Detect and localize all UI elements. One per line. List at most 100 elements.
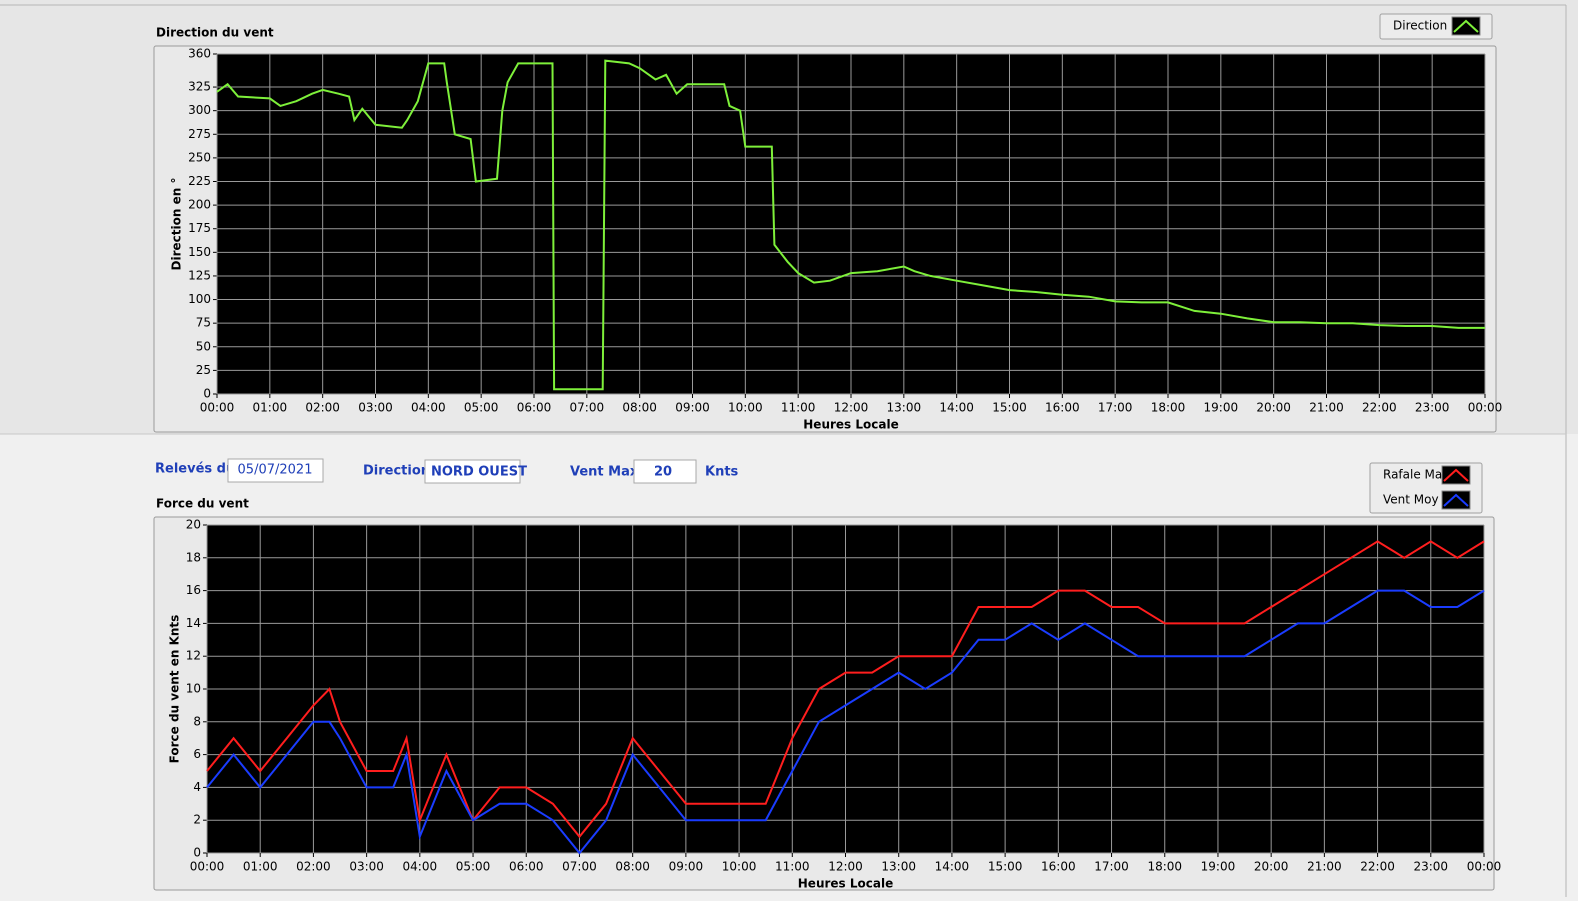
x-tick-label: 07:00 — [570, 401, 605, 415]
y-tick-label: 10 — [186, 682, 201, 696]
x-tick-label: 18:00 — [1147, 860, 1182, 874]
x-tick-label: 03:00 — [358, 401, 393, 415]
legend-label: Direction — [1393, 19, 1447, 33]
x-tick-label: 20:00 — [1254, 860, 1289, 874]
data-line — [216, 59, 1485, 391]
x-tick-label: 00:00 — [200, 401, 235, 415]
date-field[interactable] — [227, 458, 324, 483]
x-tick-label: 21:00 — [1307, 860, 1342, 874]
x-tick-label: 02:00 — [296, 860, 331, 874]
x-tick-label: 09:00 — [669, 860, 704, 874]
y-tick-label: 16 — [186, 583, 201, 597]
legend-swatch — [1451, 16, 1481, 36]
vent-max-field[interactable] — [633, 459, 697, 484]
y-tick-label: 18 — [186, 550, 201, 564]
x-tick-label: 12:00 — [834, 401, 869, 415]
x-tick-label: 02:00 — [305, 401, 340, 415]
y-tick-label: 225 — [188, 174, 211, 188]
y-tick-label: 50 — [196, 339, 211, 353]
direction-field[interactable] — [424, 459, 521, 484]
x-tick-label: 00:00 — [1468, 401, 1503, 415]
legend-swatch — [1441, 490, 1471, 510]
y-tick-label: 20 — [186, 518, 201, 532]
x-tick-label: 22:00 — [1360, 860, 1395, 874]
x-tick-label: 23:00 — [1415, 401, 1450, 415]
x-axis-label: Heures Locale — [798, 877, 893, 891]
vent-max-unit: Knts — [705, 465, 739, 480]
x-tick-label: 00:00 — [1467, 860, 1502, 874]
x-tick-label: 05:00 — [456, 860, 491, 874]
legend-swatch — [1441, 465, 1471, 485]
chart-title: Direction du vent — [156, 26, 274, 40]
x-tick-label: 16:00 — [1041, 860, 1076, 874]
y-tick-label: 2 — [193, 813, 201, 827]
x-tick-label: 04:00 — [403, 860, 438, 874]
y-tick-label: 4 — [193, 780, 201, 794]
x-tick-label: 05:00 — [464, 401, 499, 415]
date-value: 05/07/2021 — [238, 463, 313, 478]
x-tick-label: 07:00 — [562, 860, 597, 874]
x-tick-label: 23:00 — [1413, 860, 1448, 874]
x-tick-label: 22:00 — [1362, 401, 1397, 415]
data-line — [206, 540, 1485, 839]
x-tick-label: 06:00 — [517, 401, 552, 415]
x-tick-label: 00:00 — [190, 860, 225, 874]
y-tick-label: 14 — [186, 616, 201, 630]
y-tick-label: 325 — [188, 80, 211, 94]
y-tick-label: 0 — [193, 846, 201, 860]
legend-line — [1453, 19, 1479, 33]
y-tick-label: 75 — [196, 316, 211, 330]
legend-label: Rafale Max — [1383, 468, 1449, 482]
direction-label: Direction — [363, 464, 430, 479]
date-label: Relevés du — [155, 462, 235, 477]
y-tick-label: 8 — [193, 714, 201, 728]
legend-line — [1443, 493, 1469, 507]
x-tick-label: 06:00 — [509, 860, 544, 874]
y-tick-label: 300 — [188, 103, 211, 117]
direction-value: NORD OUEST — [431, 465, 527, 480]
y-tick-label: 150 — [188, 245, 211, 259]
x-tick-label: 15:00 — [992, 401, 1027, 415]
legend-line — [1443, 468, 1469, 482]
chart-title: Force du vent — [156, 497, 249, 511]
y-tick-label: 175 — [188, 221, 211, 235]
y-tick-label: 360 — [188, 47, 211, 61]
x-tick-label: 16:00 — [1045, 401, 1080, 415]
x-axis-label: Heures Locale — [803, 418, 898, 432]
vent-max-label: Vent Max — [570, 465, 639, 480]
x-tick-label: 08:00 — [615, 860, 650, 874]
x-tick-label: 04:00 — [411, 401, 446, 415]
y-tick-label: 200 — [188, 198, 211, 212]
x-tick-label: 03:00 — [349, 860, 384, 874]
y-axis-label: Direction en ° — [170, 178, 184, 271]
y-tick-label: 125 — [188, 268, 211, 282]
x-tick-label: 01:00 — [243, 860, 278, 874]
x-tick-label: 08:00 — [622, 401, 657, 415]
y-axis-label: Force du vent en Knts — [168, 615, 182, 764]
x-tick-label: 13:00 — [881, 860, 916, 874]
y-tick-label: 6 — [193, 747, 201, 761]
x-tick-label: 09:00 — [675, 401, 710, 415]
x-tick-label: 17:00 — [1098, 401, 1133, 415]
x-tick-label: 20:00 — [1256, 401, 1291, 415]
x-tick-label: 15:00 — [988, 860, 1023, 874]
x-tick-label: 11:00 — [775, 860, 810, 874]
x-tick-label: 14:00 — [935, 860, 970, 874]
x-tick-label: 19:00 — [1201, 860, 1236, 874]
y-tick-label: 100 — [188, 292, 211, 306]
y-tick-label: 275 — [188, 127, 211, 141]
data-line — [206, 589, 1485, 855]
legend-label: Vent Moy — [1383, 493, 1439, 507]
x-tick-label: 19:00 — [1204, 401, 1239, 415]
x-tick-label: 10:00 — [722, 860, 757, 874]
y-tick-label: 0 — [203, 387, 211, 401]
x-tick-label: 17:00 — [1094, 860, 1129, 874]
x-tick-label: 21:00 — [1309, 401, 1344, 415]
y-tick-label: 25 — [196, 363, 211, 377]
x-tick-label: 12:00 — [828, 860, 863, 874]
x-tick-label: 13:00 — [887, 401, 922, 415]
x-tick-label: 10:00 — [728, 401, 763, 415]
vent-max-value: 20 — [654, 465, 672, 480]
